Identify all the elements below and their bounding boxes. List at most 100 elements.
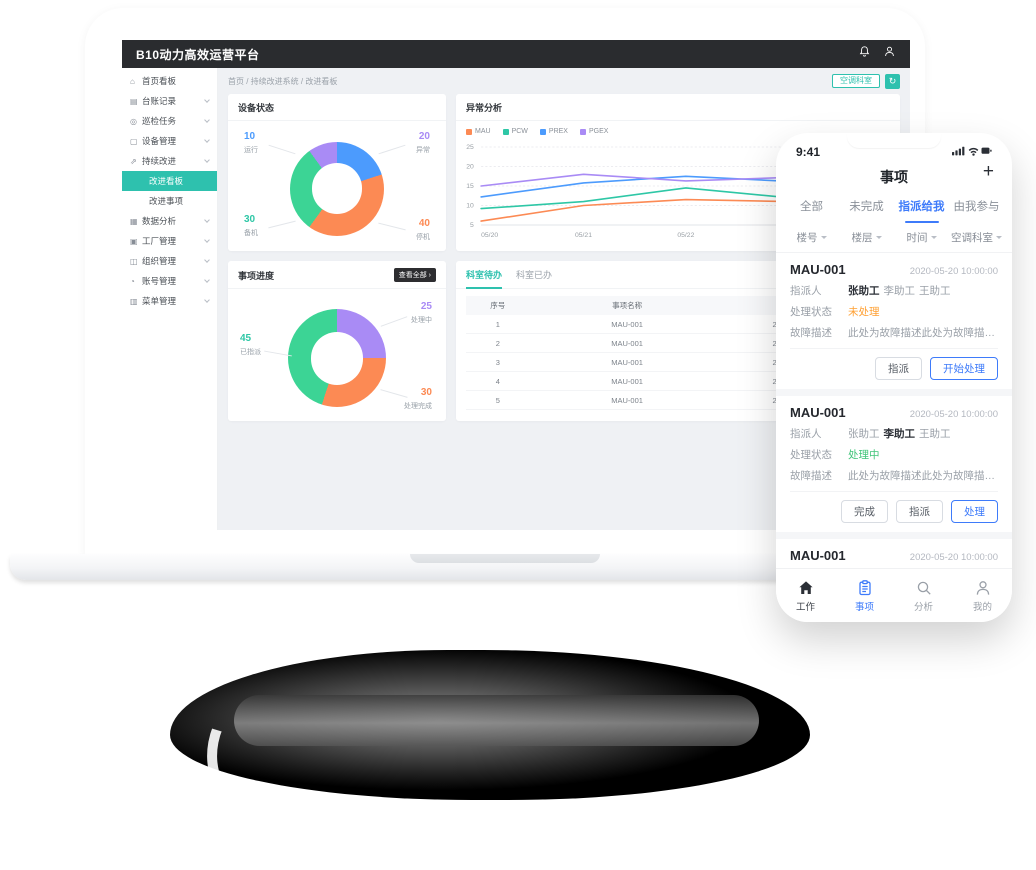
card-title: 事项进度 xyxy=(238,270,275,281)
item-title: MAU-001 xyxy=(790,262,846,277)
divider xyxy=(776,532,1012,539)
account-icon: ◔ xyxy=(130,276,135,286)
legend-swatch xyxy=(466,128,472,135)
nav-analysis[interactable]: 分析 xyxy=(894,579,953,613)
legend-swatch xyxy=(539,128,546,135)
nav-work[interactable]: 工作 xyxy=(776,579,835,613)
refresh-icon: ↻ xyxy=(888,75,897,86)
svg-text:05/20: 05/20 xyxy=(481,232,498,239)
item-time: 2020-05-20 10:00:00 xyxy=(909,409,998,420)
tab-unfinished[interactable]: 未完成 xyxy=(849,201,884,213)
org-icon: ◫ xyxy=(130,256,138,266)
filter-building[interactable]: 楼号 xyxy=(784,230,839,245)
bell-icon[interactable] xyxy=(858,45,871,63)
dashboard-top-bar: B10动力高效运营平台 xyxy=(122,40,910,68)
fault-description: 此处为故障描述此处为故障描述此处为故... xyxy=(848,470,998,482)
item-progress-card: 事项进度 查看全部 › 25 处理中 xyxy=(228,261,446,421)
refresh-button[interactable]: ↻ xyxy=(885,73,900,89)
donut-callout: 30 处理完成 xyxy=(404,386,432,410)
svg-text:5: 5 xyxy=(470,222,474,229)
user-icon xyxy=(976,580,989,595)
tab-dept-done[interactable]: 科室已办 xyxy=(516,270,553,280)
chevron-down-icon xyxy=(204,217,210,223)
sidebar-item-improve-items[interactable]: 改进事项 xyxy=(149,196,184,206)
tab-participated[interactable]: 由我参与 xyxy=(953,201,1000,213)
sidebar-item-device-management[interactable]: ▢ 设备管理 xyxy=(122,131,217,151)
status-time: 9:41 xyxy=(796,145,821,159)
legend-swatch xyxy=(502,128,509,135)
assignees: 张助工李助工王助工 xyxy=(848,428,951,440)
svg-text:05/22: 05/22 xyxy=(677,232,694,239)
assign-button[interactable]: 指派 xyxy=(896,500,943,523)
start-handle-button[interactable]: 开始处理 xyxy=(930,357,998,380)
tab-assigned-to-me[interactable]: 指派给我 xyxy=(894,193,949,223)
home-icon xyxy=(798,580,813,594)
sidebar-item-data-analysis[interactable]: ▦ 数据分析 xyxy=(122,211,217,231)
sidebar-item-continuous-improvement[interactable]: ⇗ 持续改进 xyxy=(122,151,217,171)
donut-callout: 10 运行 xyxy=(244,131,258,154)
caret-down-icon xyxy=(875,236,882,242)
filter-time[interactable]: 时间 xyxy=(894,230,949,245)
home-icon: ⌂ xyxy=(130,76,135,86)
fault-description: 此处为故障描述此处为故障描述此处为故... xyxy=(848,327,998,339)
donut-callout: 40 停机 xyxy=(416,217,430,241)
user-icon[interactable] xyxy=(883,45,896,63)
chevron-down-icon xyxy=(204,297,210,303)
donut-callout: 20 异常 xyxy=(416,131,430,154)
caret-down-icon xyxy=(996,236,1002,242)
assign-button[interactable]: 指派 xyxy=(875,357,922,380)
tab-all[interactable]: 全部 xyxy=(800,201,823,213)
phone-mockup: 9:41 事项 + 全部 未完成 xyxy=(776,133,1012,622)
svg-text:20: 20 xyxy=(466,164,474,171)
search-icon xyxy=(917,581,931,595)
chart-legend: MAU PCW PREX PGEX xyxy=(456,121,900,137)
finish-button[interactable]: 完成 xyxy=(841,500,888,523)
donut-callout: 25 处理中 xyxy=(411,301,432,324)
nav-items[interactable]: 事项 xyxy=(835,579,894,613)
chevron-down-icon xyxy=(204,277,210,283)
chevron-down-icon xyxy=(204,117,210,123)
phone-bottom-nav: 工作 事项 分析 xyxy=(776,568,1012,622)
sidebar-item-menu-management[interactable]: ▥ 菜单管理 xyxy=(122,291,217,311)
sidebar: ⌂ 首页看板 ▤ 台账记录 ◎ 巡检任务 ▢ 设 xyxy=(122,68,218,530)
status-badge: 处理中 xyxy=(848,449,880,461)
filter-dept[interactable]: 空调科室 xyxy=(949,230,1004,245)
floor-shadow xyxy=(170,650,810,800)
item-card[interactable]: MAU-001 2020-05-20 10:00:00 指派人 张助工李助工王助… xyxy=(776,253,1012,389)
sidebar-item-account-management[interactable]: ◔ 账号管理 xyxy=(122,271,217,291)
tab-dept-todo[interactable]: 科室待办 xyxy=(466,268,503,289)
factory-icon: ▣ xyxy=(130,236,138,246)
chevron-down-icon xyxy=(204,237,210,243)
card-title: 异常分析 xyxy=(466,103,503,113)
divider xyxy=(776,389,1012,396)
assignees: 张助工李助工王助工 xyxy=(848,285,951,297)
view-all-badge[interactable]: 查看全部 › xyxy=(393,268,436,282)
sidebar-item-org-management[interactable]: ◫ 组织管理 xyxy=(122,251,217,271)
handle-button[interactable]: 处理 xyxy=(951,500,998,523)
sidebar-item-ledger-records[interactable]: ▤ 台账记录 xyxy=(122,91,217,111)
sidebar-item-factory-management[interactable]: ▣ 工厂管理 xyxy=(122,231,217,251)
donut-callout: 45 已指派 xyxy=(240,333,261,356)
sidebar-item-inspection-tasks[interactable]: ◎ 巡检任务 xyxy=(122,111,217,131)
dept-filter-button[interactable]: 空调科室 xyxy=(832,73,880,89)
page-title: 事项 xyxy=(880,169,908,185)
sidebar-item-home-board[interactable]: ⌂ 首页看板 xyxy=(130,76,177,86)
add-button[interactable]: + xyxy=(982,161,994,182)
item-card[interactable]: MAU-001 2020-05-20 10:00:00 指派人 张助工李助工王助… xyxy=(776,396,1012,532)
legend-swatch xyxy=(579,128,586,135)
device-status-card: 设备状态 10 运行 xyxy=(228,94,446,251)
phone-header: 事项 + xyxy=(776,161,1012,193)
phone-filters: 楼号 楼层 时间 空调科室 xyxy=(776,223,1012,253)
inspection-icon: ◎ xyxy=(130,116,137,126)
sidebar-item-improve-board[interactable]: 改进看板 xyxy=(122,171,217,191)
item-time: 2020-05-20 10:00:00 xyxy=(909,552,998,563)
laptop-base-notch xyxy=(410,554,600,563)
filter-floor[interactable]: 楼层 xyxy=(839,230,894,245)
card-title: 设备状态 xyxy=(238,103,275,113)
nav-profile[interactable]: 我的 xyxy=(953,579,1012,613)
svg-text:25: 25 xyxy=(466,144,474,151)
improve-icon: ⇗ xyxy=(130,156,137,166)
phone-tabs: 全部 未完成 指派给我 由我参与 xyxy=(776,193,1012,223)
menu-icon: ▥ xyxy=(130,296,138,306)
